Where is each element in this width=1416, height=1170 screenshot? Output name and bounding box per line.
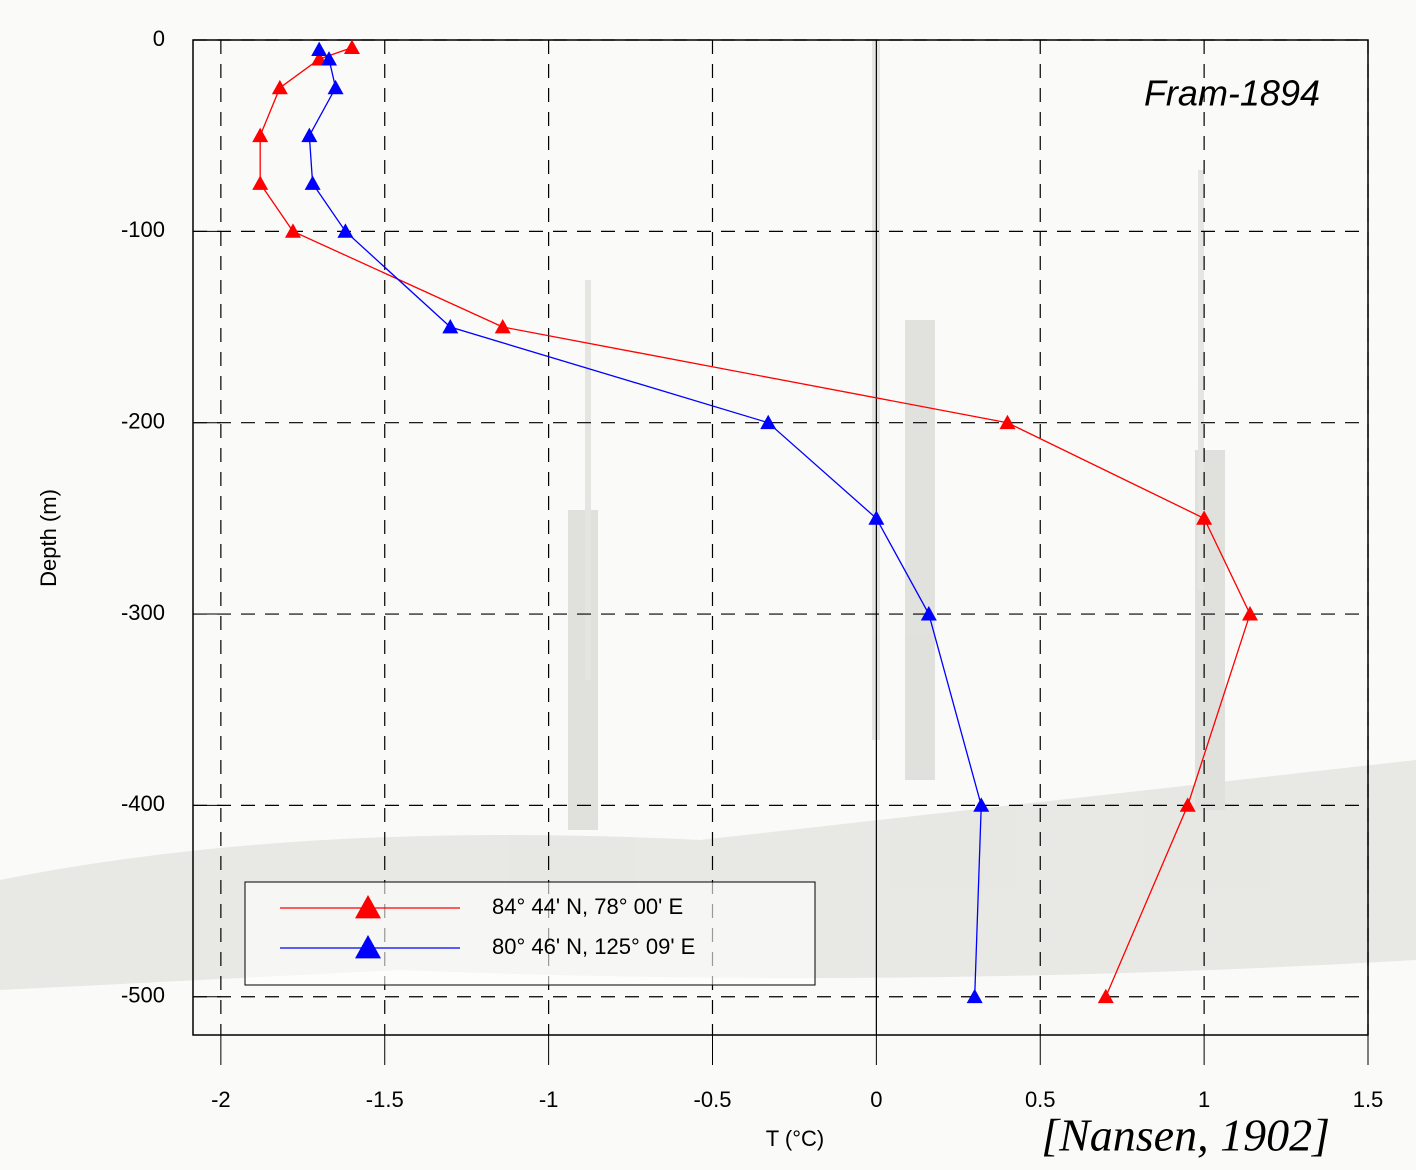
legend-marker: [355, 895, 381, 919]
marker: [973, 797, 990, 812]
marker: [868, 510, 885, 525]
y-tick-label: 0: [153, 26, 165, 51]
marker: [327, 79, 344, 95]
legend: [244, 881, 816, 986]
plot: [252, 39, 1259, 1004]
marker: [304, 175, 321, 190]
marker: [311, 41, 328, 56]
x-tick-label: 1: [1198, 1087, 1210, 1112]
grid: [193, 39, 1369, 1065]
x-tick-label: -1: [539, 1087, 559, 1112]
marker: [252, 127, 269, 143]
y-tick-label: -400: [121, 791, 165, 816]
annotation: Fram-1894: [1144, 73, 1320, 114]
x-tick-label: -1.5: [366, 1087, 404, 1112]
marker: [271, 79, 288, 95]
x-tick-label: 0: [870, 1087, 882, 1112]
marker: [343, 39, 360, 55]
legend-marker: [355, 935, 381, 959]
marker: [252, 175, 269, 190]
marker: [1196, 510, 1213, 525]
legend-label: 84° 44' N, 78° 00' E: [492, 894, 683, 919]
marker: [1097, 988, 1114, 1004]
y-tick-label: -300: [121, 600, 165, 625]
x-axis-label: T (°C): [766, 1126, 825, 1151]
marker: [1179, 797, 1196, 812]
x-tick-label: -2: [211, 1087, 231, 1112]
y-tick-label: -200: [121, 409, 165, 434]
marker: [337, 223, 354, 238]
marker: [301, 127, 318, 143]
source: [Nansen, 1902]: [1041, 1110, 1330, 1161]
marker: [494, 319, 511, 334]
x-tick-label: 1.5: [1353, 1087, 1384, 1112]
marker: [966, 988, 983, 1004]
marker: [284, 223, 301, 238]
x-tick-label: -0.5: [694, 1087, 732, 1112]
marker: [999, 414, 1016, 430]
marker: [920, 606, 937, 621]
x-tick-label: 0.5: [1025, 1087, 1056, 1112]
y-tick-label: -100: [121, 217, 165, 242]
marker: [442, 319, 459, 334]
legend-label: 80° 46' N, 125° 09' E: [492, 934, 695, 959]
y-tick-label: -500: [121, 983, 165, 1008]
y-axis-label: Depth (m): [36, 489, 61, 587]
marker: [321, 51, 338, 66]
marker: [760, 414, 777, 430]
marker: [1242, 606, 1259, 621]
